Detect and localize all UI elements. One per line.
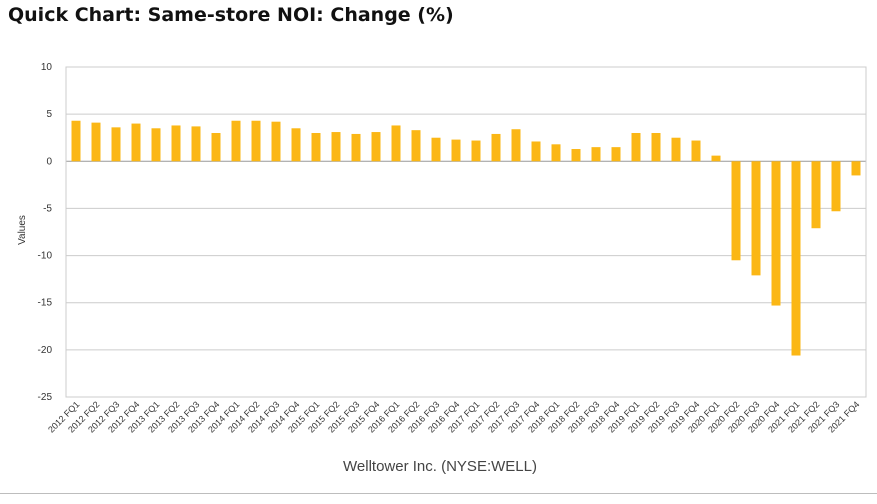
chart-title: Quick Chart: Same-store NOI: Change (%) <box>8 4 454 26</box>
bar <box>671 137 681 162</box>
plot-area-border <box>65 66 867 398</box>
y-tick-label: -15 <box>38 298 53 309</box>
bar <box>571 149 581 162</box>
bar <box>371 132 381 162</box>
bar <box>611 147 621 162</box>
bar <box>771 161 781 306</box>
bar <box>211 133 221 162</box>
bar <box>551 144 561 162</box>
bar <box>431 137 441 162</box>
bar <box>411 130 421 162</box>
bar <box>491 133 501 162</box>
bar <box>231 120 241 162</box>
bar <box>531 141 541 162</box>
bar <box>271 121 281 162</box>
y-tick-label: -20 <box>38 345 53 356</box>
bar <box>131 123 141 162</box>
y-tick-label: -25 <box>38 392 53 403</box>
bar <box>511 129 521 162</box>
bar <box>251 120 261 162</box>
x-axis-label: Welltower Inc. (NYSE:WELL) <box>343 458 537 475</box>
bar <box>831 161 841 212</box>
bar <box>291 128 301 162</box>
bar <box>731 161 741 261</box>
bar <box>471 140 481 162</box>
y-tick-label: 5 <box>46 109 52 120</box>
bars <box>71 120 861 356</box>
bar <box>91 122 101 162</box>
bottom-divider <box>0 493 877 494</box>
y-tick-label: -5 <box>43 203 52 214</box>
bar <box>451 139 461 162</box>
bar <box>811 161 821 229</box>
bar <box>111 127 121 162</box>
bar <box>691 140 701 162</box>
bar <box>631 133 641 162</box>
y-axis-label: Values <box>17 215 28 245</box>
bar <box>191 126 201 162</box>
bar <box>151 128 161 162</box>
bar <box>791 161 801 356</box>
bar <box>851 161 861 176</box>
y-tick-label: 10 <box>41 62 53 73</box>
bar <box>751 161 761 276</box>
y-tick-label: -10 <box>38 251 53 262</box>
bar <box>591 147 601 162</box>
bar <box>391 125 401 162</box>
bar <box>651 133 661 162</box>
bar <box>311 133 321 162</box>
bar <box>171 125 181 162</box>
y-tick-label: 0 <box>46 156 52 167</box>
grid-lines <box>65 66 867 398</box>
bar <box>351 133 361 162</box>
bar <box>711 155 721 162</box>
bar <box>71 120 81 162</box>
bar <box>331 132 341 162</box>
y-tick-labels: 10 5 0 -5 -10 -15 -20 -25 <box>38 62 53 403</box>
